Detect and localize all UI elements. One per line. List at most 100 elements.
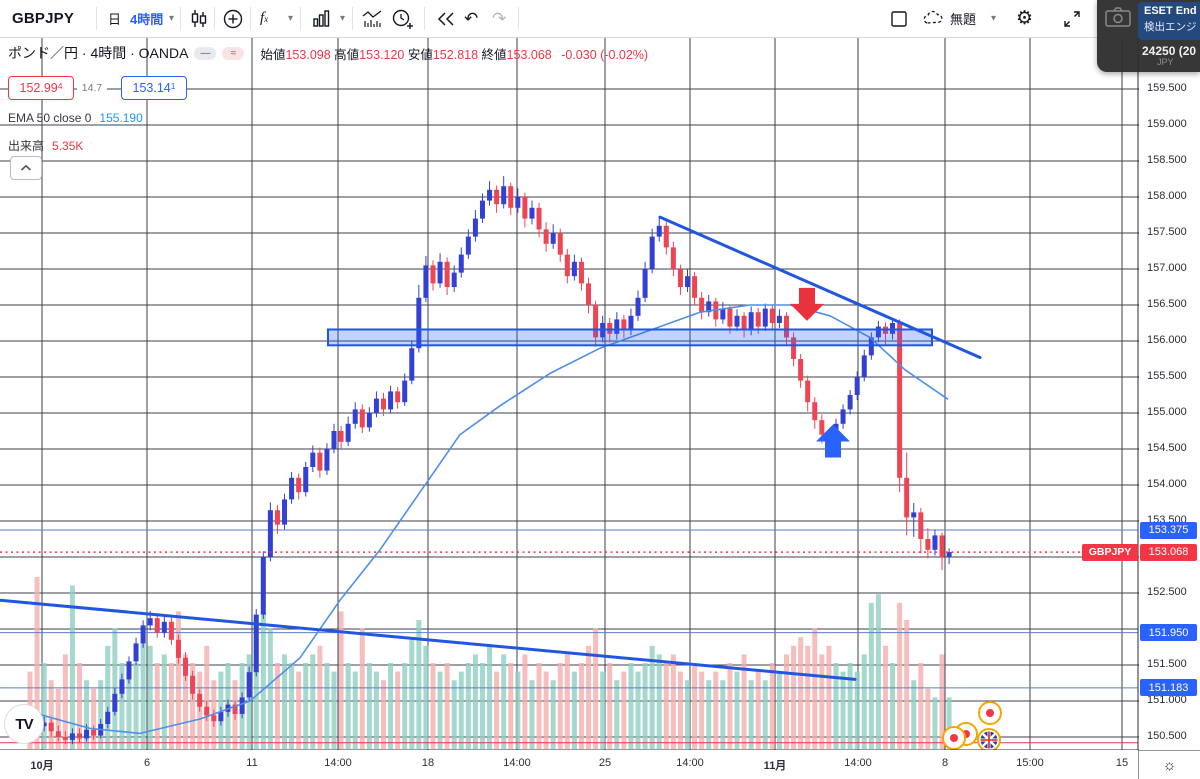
time-axis[interactable]: 10月 6 11 14:00 18 14:00 25 14:00 11月 14:00 8 15:00 1… [0, 750, 1138, 779]
cloud-save-icon[interactable] [920, 0, 946, 37]
economic-event-icon[interactable] [942, 726, 966, 750]
price-tick-label: 158.500 [1147, 154, 1187, 166]
time-tick-label: 14:00 [676, 757, 704, 769]
time-tick-label: 11 [246, 757, 258, 769]
price-tick-label: 157.000 [1147, 262, 1187, 274]
fullscreen-icon[interactable] [1060, 0, 1084, 37]
symbol-button[interactable]: GBPJPY [12, 10, 75, 27]
price-tick-label: 156.000 [1147, 334, 1187, 346]
alert-price-chip[interactable]: 151.183 [1140, 679, 1197, 697]
price-tick-label: 158.000 [1147, 190, 1187, 202]
market-status-icon: ≈ [222, 46, 245, 60]
indicators-chevron-icon[interactable]: ▾ [288, 13, 294, 24]
price-tick-label: 154.000 [1147, 478, 1187, 490]
spread-value: 14.7 [77, 82, 107, 94]
timeframe-day-button[interactable]: 日 [108, 12, 122, 27]
price-tick-label: 157.500 [1147, 226, 1187, 238]
sell-button[interactable]: 152.99 4 [8, 76, 74, 100]
layout-chevron-icon[interactable]: ▾ [991, 13, 997, 24]
economic-event-icon[interactable] [978, 701, 1002, 725]
theme-sun-icon[interactable]: ☼ [1162, 756, 1177, 774]
timeframe-active-button[interactable]: 4時間 [130, 12, 164, 27]
price-tick-label: 150.500 [1147, 730, 1187, 742]
toolbar-separator [352, 7, 353, 30]
toolbar-separator [180, 7, 181, 30]
buy-button[interactable]: 153.14 1 [121, 76, 187, 100]
toolbar-separator [214, 7, 215, 30]
alert-price-chip[interactable]: 153.375 [1140, 521, 1197, 539]
time-tick-label: 15 [1115, 757, 1129, 769]
toolbar-separator [300, 7, 301, 30]
price-tick-label: 151.000 [1147, 694, 1187, 706]
price-axis[interactable]: 159.500 159.000 158.500 158.000 157.500 157.0… [1139, 37, 1200, 750]
indicator-templates-icon[interactable] [310, 0, 332, 37]
price-tick-label: 155.000 [1147, 406, 1187, 418]
price-tick-label: 154.500 [1147, 442, 1187, 454]
eset-popup-detail: 24250 (20 [1142, 44, 1197, 58]
price-tick-label: 159.500 [1147, 82, 1187, 94]
toolbar-separator [424, 7, 425, 30]
time-tick-label: 14:00 [844, 757, 872, 769]
tradingview-logo[interactable]: TV [4, 704, 44, 744]
resistance-zone-rectangle[interactable] [327, 328, 933, 347]
axis-settings-corner[interactable]: ☼ [1139, 751, 1200, 779]
price-tick-label: 159.000 [1147, 118, 1187, 130]
time-tick-label: 14:00 [503, 757, 531, 769]
last-price-chip[interactable]: 153.068 [1140, 543, 1197, 561]
time-tick-label: 8 [941, 757, 949, 769]
layout-grid-icon[interactable] [888, 0, 910, 37]
bid-ask-widget: 152.99 4 14.7 153.14 1 [8, 76, 187, 100]
trendline[interactable] [658, 215, 982, 360]
replay-rewind-icon[interactable] [434, 0, 458, 37]
volume-indicator-icon[interactable] [360, 0, 384, 37]
time-tick-label: 15:00 [1016, 757, 1044, 769]
chart-style-candles-icon[interactable] [188, 0, 210, 37]
time-tick-label: 11月 [763, 760, 787, 772]
time-tick-label: 18 [421, 757, 435, 769]
axis-currency-ghost-label: JPY [1157, 57, 1174, 67]
volume-bars [27, 577, 952, 749]
compare-add-icon[interactable] [222, 0, 244, 37]
eset-popup-header: ESET End 検出エンジ [1138, 2, 1200, 40]
camera-icon[interactable] [1103, 5, 1133, 29]
candles [27, 176, 952, 745]
chart-title[interactable]: ポンド／円 · 4時間 · OANDA [8, 45, 189, 61]
legend-collapse-button[interactable] [10, 156, 42, 180]
uk-flag-event-icon[interactable] [977, 728, 1001, 752]
price-tick-label: 156.500 [1147, 298, 1187, 310]
ohlc-readout: 始値153.098 高値153.120 安値152.818 終値153.068 … [260, 47, 649, 62]
timeframe-chevron-icon[interactable]: ▾ [169, 13, 175, 24]
grid-lines [0, 37, 1138, 750]
toolbar-separator [250, 7, 251, 30]
ema-line [29, 304, 949, 735]
volume-legend-row[interactable]: 出来高 5.35K [8, 139, 84, 153]
time-tick-label: 10月 [30, 760, 54, 772]
price-tick-label: 152.500 [1147, 586, 1187, 598]
templates-chevron-icon[interactable]: ▾ [340, 13, 346, 24]
eset-notification-popup[interactable]: ESET End 検出エンジ JPY 24250 (20 [1097, 0, 1200, 72]
time-tick-label: 6 [143, 757, 151, 769]
price-tick-label: 151.500 [1147, 658, 1187, 670]
redo-icon[interactable]: ↷ [492, 8, 507, 28]
alert-clock-icon[interactable] [390, 0, 414, 37]
chart-legend: ポンド／円 · 4時間 · OANDA — ≈ 始値153.098 高値153.… [8, 43, 649, 180]
layout-name-button[interactable]: 無題 [950, 12, 977, 27]
undo-icon[interactable]: ↶ [464, 8, 479, 28]
settings-gear-icon[interactable]: ⚙ [1016, 8, 1034, 29]
arrow-down-marker[interactable] [790, 287, 824, 321]
alert-price-chip[interactable]: 151.950 [1140, 624, 1197, 642]
toolbar-separator [518, 7, 519, 30]
price-tick-label: 155.500 [1147, 370, 1187, 382]
trendline[interactable] [0, 598, 857, 681]
toolbar-separator [96, 7, 97, 30]
time-tick-label: 25 [598, 757, 612, 769]
ema-legend-row[interactable]: EMA 50 close 0 155.190 [8, 111, 143, 125]
last-price-symbol-flag: GBPJPY [1082, 543, 1138, 561]
arrow-up-marker[interactable] [816, 424, 850, 458]
time-tick-label: 14:00 [324, 757, 352, 769]
hide-symbol-toggle-icon[interactable]: — [194, 46, 217, 60]
